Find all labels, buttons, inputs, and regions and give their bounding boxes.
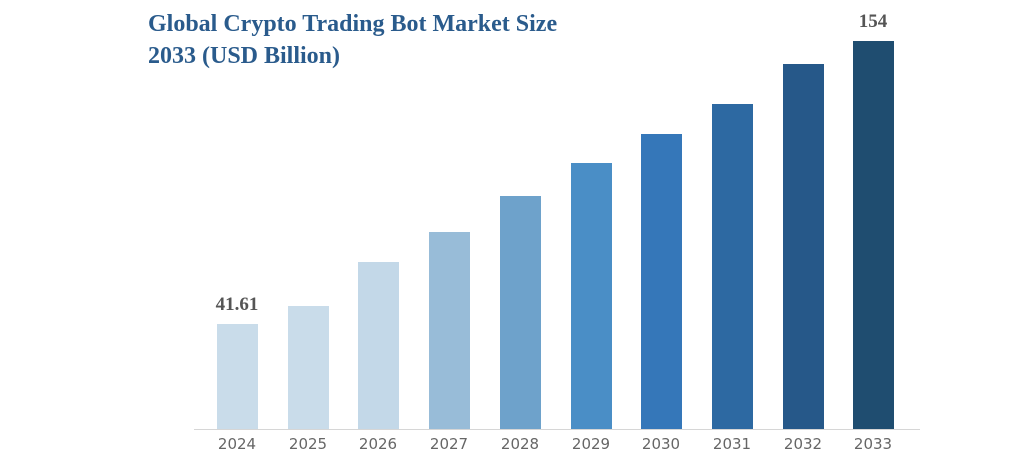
bar-2027 <box>429 232 470 429</box>
bar-2030 <box>641 134 682 429</box>
chart-title-line-1: Global Crypto Trading Bot Market Size <box>148 11 558 37</box>
x-tick-label: 2032 <box>783 435 823 453</box>
bar-2024 <box>217 324 258 429</box>
x-tick-label: 2031 <box>712 435 752 453</box>
data-label-2033: 154 <box>858 11 888 32</box>
x-tick-label: 2033 <box>853 435 893 453</box>
bar-2029 <box>571 163 612 429</box>
x-tick-label: 2026 <box>358 435 398 453</box>
x-tick-label: 2030 <box>641 435 681 453</box>
bar-2031 <box>712 104 753 429</box>
bar-2032 <box>783 64 824 429</box>
x-tick-label: 2027 <box>429 435 469 453</box>
x-axis-line <box>194 429 920 430</box>
bar-2028 <box>500 196 541 429</box>
x-tick-label: 2029 <box>571 435 611 453</box>
x-tick-label: 2028 <box>500 435 540 453</box>
bar-2026 <box>358 262 399 429</box>
bar-2025 <box>288 306 329 429</box>
chart-title-line-2: 2033 (USD Billion) <box>148 43 341 69</box>
bar-2033 <box>853 41 894 429</box>
x-tick-label: 2024 <box>217 435 257 453</box>
x-tick-label: 2025 <box>288 435 328 453</box>
chart-title: Global Crypto Trading Bot Market Size 20… <box>148 8 557 72</box>
data-label-2024: 41.61 <box>215 294 259 315</box>
